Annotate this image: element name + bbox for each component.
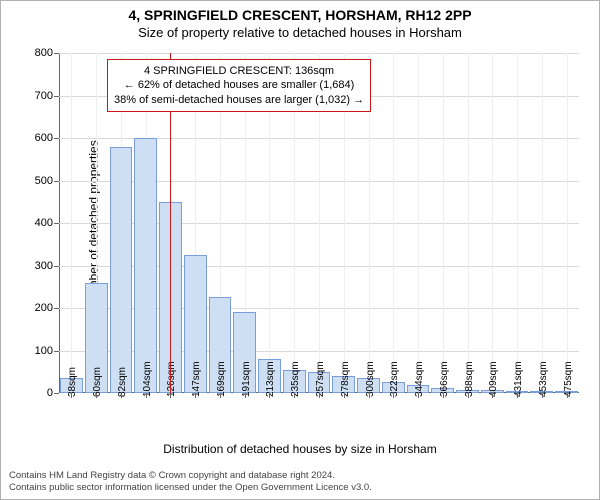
xtick-mark <box>443 393 444 398</box>
xtick-mark <box>542 393 543 398</box>
gridline-v <box>567 53 568 393</box>
histogram-bar <box>134 138 157 393</box>
ytick-label: 400 <box>35 217 53 229</box>
histogram-bar <box>110 147 133 394</box>
annotation-line2: ← 62% of detached houses are smaller (1,… <box>114 78 364 92</box>
xtick-mark <box>96 393 97 398</box>
gridline-v <box>468 53 469 393</box>
xtick-label: 431sqm <box>513 361 524 397</box>
xtick-mark <box>369 393 370 398</box>
ytick-mark <box>54 308 59 309</box>
xtick-mark <box>418 393 419 398</box>
xtick-mark <box>468 393 469 398</box>
xtick-label: 344sqm <box>414 361 425 397</box>
gridline-v <box>418 53 419 393</box>
ytick-mark <box>54 53 59 54</box>
footer-line1: Contains HM Land Registry data © Crown c… <box>9 470 372 482</box>
ytick-mark <box>54 96 59 97</box>
xtick-mark <box>319 393 320 398</box>
ytick-label: 0 <box>47 387 53 399</box>
gridline-v <box>492 53 493 393</box>
ytick-label: 800 <box>35 47 53 59</box>
chart-title: 4, SPRINGFIELD CRESCENT, HORSHAM, RH12 2… <box>1 7 599 23</box>
ytick-label: 600 <box>35 132 53 144</box>
xtick-label: 278sqm <box>340 361 351 397</box>
xtick-label: 38sqm <box>67 367 78 397</box>
ytick-mark <box>54 223 59 224</box>
ytick-mark <box>54 351 59 352</box>
annotation-line1: 4 SPRINGFIELD CRESCENT: 136sqm <box>114 64 364 78</box>
ytick-mark <box>54 181 59 182</box>
xtick-mark <box>517 393 518 398</box>
ytick-label: 100 <box>35 345 53 357</box>
xtick-label: 322sqm <box>389 361 400 397</box>
xtick-mark <box>146 393 147 398</box>
xtick-label: 82sqm <box>117 367 128 397</box>
xtick-label: 104sqm <box>142 361 153 397</box>
xtick-mark <box>245 393 246 398</box>
chart-subtitle: Size of property relative to detached ho… <box>1 25 599 40</box>
xtick-label: 235sqm <box>290 361 301 397</box>
gridline-v <box>542 53 543 393</box>
xtick-label: 300sqm <box>365 361 376 397</box>
xtick-label: 388sqm <box>464 361 475 397</box>
annotation-line3: 38% of semi-detached houses are larger (… <box>114 93 364 107</box>
xtick-label: 475sqm <box>563 361 574 397</box>
annotation-box: 4 SPRINGFIELD CRESCENT: 136sqm ← 62% of … <box>107 59 371 112</box>
gridline-v <box>393 53 394 393</box>
xtick-mark <box>269 393 270 398</box>
ytick-label: 300 <box>35 260 53 272</box>
xtick-label: 257sqm <box>315 361 326 397</box>
xtick-mark <box>71 393 72 398</box>
ytick-mark <box>54 393 59 394</box>
xtick-mark <box>492 393 493 398</box>
xtick-label: 366sqm <box>439 361 450 397</box>
xtick-label: 169sqm <box>216 361 227 397</box>
xtick-mark <box>294 393 295 398</box>
xtick-mark <box>121 393 122 398</box>
xtick-mark <box>344 393 345 398</box>
xtick-mark <box>393 393 394 398</box>
ytick-label: 200 <box>35 302 53 314</box>
gridline-v <box>71 53 72 393</box>
gridline-v <box>517 53 518 393</box>
x-axis-caption: Distribution of detached houses by size … <box>1 442 599 456</box>
ytick-mark <box>54 138 59 139</box>
xtick-mark <box>220 393 221 398</box>
xtick-mark <box>567 393 568 398</box>
xtick-label: 453sqm <box>538 361 549 397</box>
plot-area: 4 SPRINGFIELD CRESCENT: 136sqm ← 62% of … <box>59 53 579 393</box>
xtick-label: 60sqm <box>92 367 103 397</box>
xtick-label: 213sqm <box>265 361 276 397</box>
xtick-label: 126sqm <box>166 361 177 397</box>
ytick-label: 700 <box>35 90 53 102</box>
xtick-mark <box>170 393 171 398</box>
xtick-mark <box>195 393 196 398</box>
xtick-label: 147sqm <box>191 361 202 397</box>
ytick-mark <box>54 266 59 267</box>
ytick-label: 500 <box>35 175 53 187</box>
xtick-label: 191sqm <box>241 361 252 397</box>
chart-container: 4, SPRINGFIELD CRESCENT, HORSHAM, RH12 2… <box>0 0 600 500</box>
gridline-v <box>443 53 444 393</box>
footer-line2: Contains public sector information licen… <box>9 482 372 494</box>
footer-attribution: Contains HM Land Registry data © Crown c… <box>9 470 372 494</box>
xtick-label: 409sqm <box>488 361 499 397</box>
